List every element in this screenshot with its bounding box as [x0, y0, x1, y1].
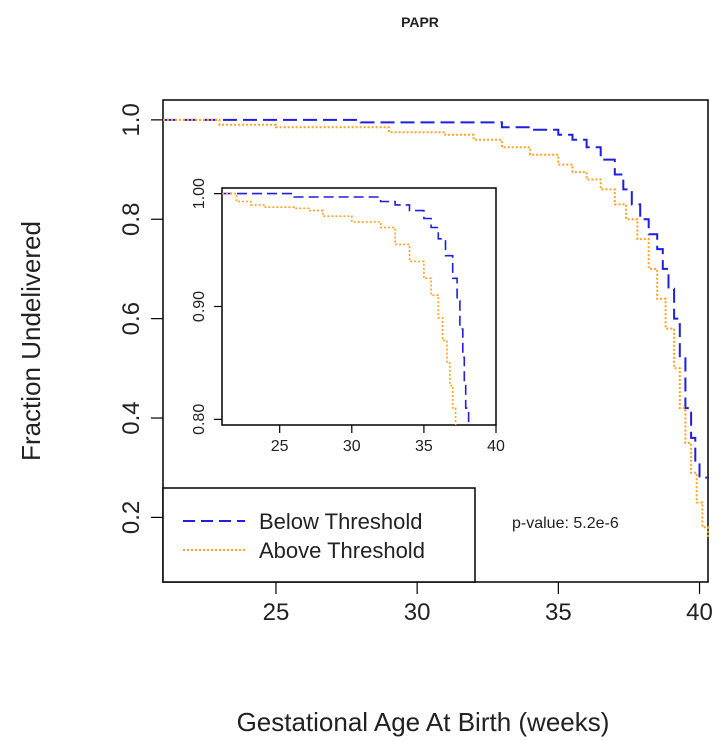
p-value-annotation: p-value: 5.2e-6 — [512, 515, 619, 532]
inset-series-line-0 — [222, 192, 470, 425]
main-x-tick-label-25: 25 — [263, 599, 290, 626]
main-axes-group: 25 30 35 40 0.2 0.4 0.6 0.8 1.0 — [118, 103, 713, 626]
legend: Below Threshold Above Threshold — [162, 487, 476, 583]
main-x-tick-label-35: 35 — [545, 599, 572, 626]
inset-plot-frame — [221, 187, 497, 426]
main-series-group — [163, 118, 709, 538]
main-x-tick-label-30: 30 — [404, 599, 431, 626]
inset-axes-group: 25 30 35 40 0.80 0.90 1.00 — [191, 178, 505, 455]
y-axis-title: Fraction Undelivered — [16, 221, 46, 461]
legend-label-above: Above Threshold — [259, 538, 425, 563]
main-x-tick-label-40: 40 — [686, 599, 713, 626]
legend-box — [162, 487, 476, 583]
x-axis-title: Gestational Age At Birth (weeks) — [237, 707, 610, 737]
inset-x-tick-label-40: 40 — [487, 438, 505, 455]
inset-y-tick-label-0.80: 0.80 — [191, 404, 208, 435]
main-y-tick-label-0.6: 0.6 — [118, 302, 145, 335]
main-series-line-0 — [163, 118, 708, 479]
chart-title: PAPR — [401, 14, 439, 30]
main-y-tick-label-0.8: 0.8 — [118, 203, 145, 236]
inset-y-tick-label-0.90: 0.90 — [191, 291, 208, 322]
inset-x-tick-label-35: 35 — [415, 438, 433, 455]
main-series-line-1 — [163, 118, 709, 538]
main-y-tick-label-0.2: 0.2 — [118, 501, 145, 534]
inset-series-line-1 — [222, 192, 457, 425]
inset-y-tick-label-1.00: 1.00 — [191, 178, 208, 209]
inset-series-group — [222, 192, 470, 425]
inset-x-tick-label-25: 25 — [271, 438, 289, 455]
main-y-tick-label-1.0: 1.0 — [118, 103, 145, 136]
legend-label-below: Below Threshold — [259, 509, 422, 534]
inset-x-tick-label-30: 30 — [343, 438, 361, 455]
main-y-tick-label-0.4: 0.4 — [118, 401, 145, 434]
